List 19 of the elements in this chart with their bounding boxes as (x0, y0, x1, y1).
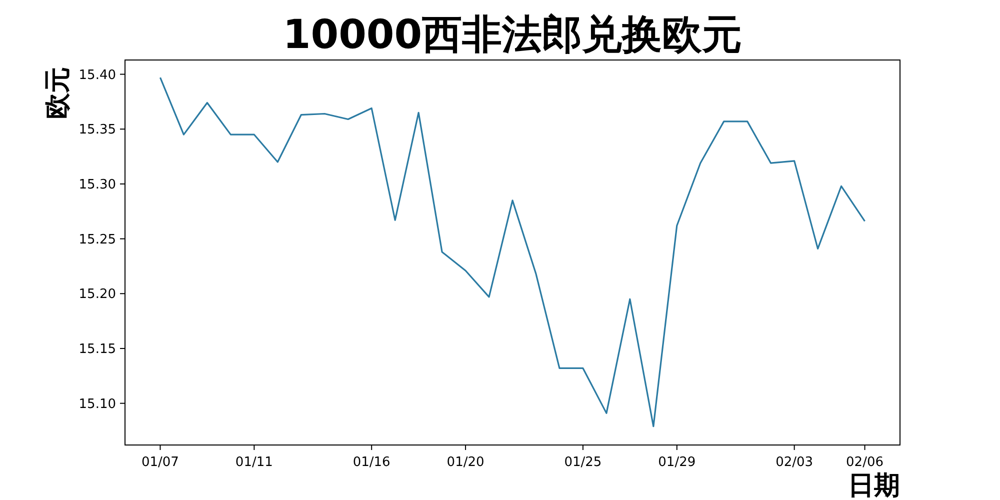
x-tick-label: 02/06 (846, 455, 884, 470)
y-tick-label: 15.35 (78, 122, 116, 138)
x-tick-label: 01/16 (352, 455, 390, 470)
y-tick-label: 15.40 (78, 68, 116, 83)
y-tick-label: 15.15 (78, 342, 116, 358)
x-tick-label: 01/11 (235, 455, 273, 470)
y-axis-title: 欧元 (43, 67, 73, 119)
y-tick-label: 15.25 (78, 232, 116, 248)
x-tick-label: 02/03 (776, 455, 814, 470)
x-axis-title: 日期 (848, 471, 900, 500)
chart-title: 10000西非法郎兑换欧元 (282, 12, 742, 58)
x-tick-label: 01/07 (141, 455, 179, 470)
x-tick-label: 01/29 (658, 455, 696, 470)
line-series (159, 76, 866, 428)
y-tick-label: 15.10 (78, 396, 116, 412)
x-tick-label: 01/25 (564, 455, 602, 470)
x-tick-label: 01/20 (446, 455, 484, 470)
y-tick-label: 15.30 (78, 177, 116, 192)
y-tick-label: 15.20 (78, 287, 116, 302)
